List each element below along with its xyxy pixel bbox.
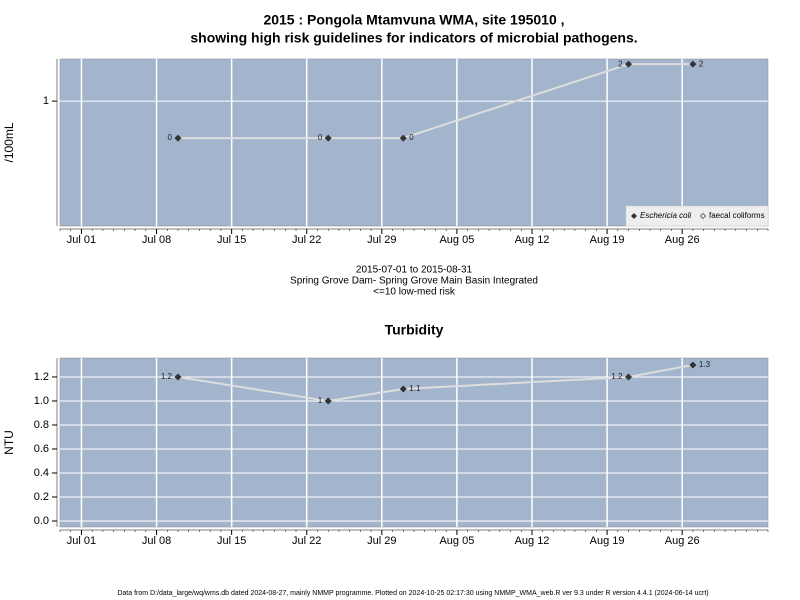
- x-tick-label: Jul 22: [292, 234, 321, 246]
- y-tick-label: 0.8: [34, 419, 49, 431]
- plot-area: [59, 58, 769, 227]
- y-tick-label: 1.2: [34, 371, 49, 383]
- x-tick-label: Aug 19: [590, 535, 625, 547]
- data-label: 1.1: [409, 384, 421, 393]
- x-tick-label: Aug 12: [515, 234, 550, 246]
- data-label: 2: [699, 59, 704, 68]
- x-tick-label: Jul 08: [142, 535, 171, 547]
- caption: Spring Grove Dam- Spring Grove Main Basi…: [290, 276, 538, 287]
- point: [324, 134, 332, 142]
- x-tick-label: Aug 26: [665, 535, 700, 547]
- chart-title: 2015 : Pongola Mtamvuna WMA, site 195010…: [263, 12, 564, 28]
- point: [689, 361, 697, 369]
- y-tick-label: 1: [43, 95, 49, 107]
- point: [625, 373, 633, 381]
- data-label: 1: [318, 396, 323, 405]
- caption: 2015-07-01 to 2015-08-31: [356, 265, 473, 276]
- y-tick-label: 0.2: [34, 491, 49, 503]
- caption: <=10 low-med risk: [373, 287, 456, 298]
- x-tick-label: Jul 29: [367, 234, 396, 246]
- point: [324, 397, 332, 405]
- legend-marker: [631, 213, 637, 219]
- data-label: 1.2: [161, 372, 173, 381]
- chart-title: Turbidity: [385, 322, 444, 338]
- point: [174, 373, 182, 381]
- legend-box: [625, 205, 769, 227]
- legend-marker: [700, 213, 706, 219]
- data-label: 0: [168, 133, 173, 142]
- data-label: 0: [318, 133, 323, 142]
- y-tick-label: 0.6: [34, 443, 49, 455]
- x-tick-label: Aug 05: [439, 535, 474, 547]
- data-label: 0: [409, 133, 414, 142]
- x-tick-label: Jul 29: [367, 535, 396, 547]
- legend-label: faecal coliforms: [709, 211, 765, 220]
- chart-subtitle: showing high risk guidelines for indicat…: [190, 30, 637, 46]
- footer: Data from D:/data_large/wq/wms.db dated …: [117, 590, 708, 597]
- data-label: 1.2: [611, 372, 623, 381]
- point: [399, 385, 407, 393]
- x-tick-label: Jul 01: [67, 535, 96, 547]
- data-label: 1.3: [699, 360, 711, 369]
- y-tick-label: 0.4: [34, 467, 49, 479]
- x-tick-label: Jul 08: [142, 234, 171, 246]
- point: [689, 60, 697, 68]
- y-tick-label: 0.0: [34, 515, 49, 527]
- x-tick-label: Jul 01: [67, 234, 96, 246]
- point: [174, 134, 182, 142]
- x-tick-label: Aug 26: [665, 234, 700, 246]
- x-tick-label: Aug 19: [590, 234, 625, 246]
- point: [625, 60, 633, 68]
- x-tick-label: Aug 12: [515, 535, 550, 547]
- x-tick-label: Aug 05: [439, 234, 474, 246]
- y-axis-label: /100mL: [2, 122, 16, 162]
- x-tick-label: Jul 15: [217, 535, 246, 547]
- x-tick-label: Jul 15: [217, 234, 246, 246]
- x-tick-label: Jul 22: [292, 535, 321, 547]
- point: [399, 134, 407, 142]
- y-axis-label: NTU: [2, 430, 16, 455]
- y-tick-label: 1.0: [34, 395, 49, 407]
- legend-label: Eschericia coli: [640, 211, 691, 220]
- data-label: 2: [618, 59, 623, 68]
- plot-area: [59, 357, 769, 528]
